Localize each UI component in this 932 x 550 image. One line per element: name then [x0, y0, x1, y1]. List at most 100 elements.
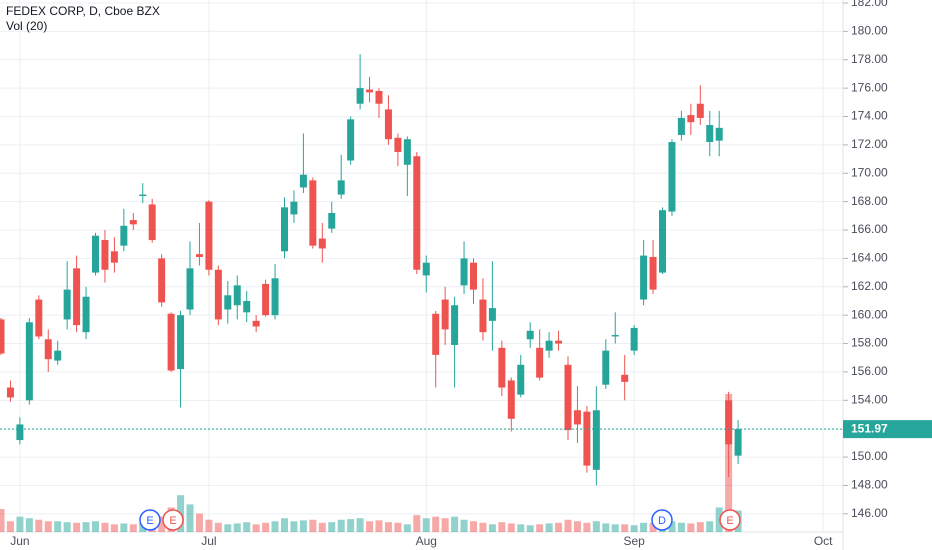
candle-body	[177, 315, 185, 370]
x-tick-label: Oct	[814, 534, 833, 548]
candle-body	[668, 142, 676, 212]
candle-body	[488, 308, 496, 321]
candle-body	[659, 210, 666, 273]
event-marker	[139, 509, 161, 531]
candle-body	[347, 119, 355, 161]
volume-bar	[498, 522, 506, 532]
x-tick-label: Jun	[10, 534, 29, 548]
volume-bar	[110, 524, 118, 532]
y-tick-label: 166.00	[851, 222, 888, 236]
y-tick-label: 168.00	[851, 194, 888, 208]
candle-body	[451, 305, 459, 345]
volume-bar	[328, 522, 336, 532]
volume-bar	[158, 516, 166, 532]
candle-body	[148, 204, 156, 240]
volume-bar	[186, 504, 194, 532]
volume-bar	[668, 521, 676, 532]
y-tick-label: 178.00	[851, 52, 888, 66]
y-tick-label: 164.00	[851, 251, 888, 265]
volume-bar	[451, 516, 459, 532]
volume-bar	[640, 522, 648, 532]
volume-bar	[6, 521, 14, 532]
candle-body	[403, 139, 411, 165]
candle-body	[384, 109, 392, 140]
volume-bar	[63, 522, 71, 532]
volume-bar	[583, 522, 591, 532]
candle-body	[564, 364, 572, 431]
candle-body	[441, 299, 449, 330]
volume-bar	[0, 509, 5, 532]
candle-body	[129, 220, 137, 225]
volume-bar	[413, 515, 421, 532]
volume-bar	[592, 521, 600, 532]
candle-body	[281, 207, 288, 252]
y-tick-label: 162.00	[851, 279, 888, 293]
volume-bar	[441, 518, 449, 532]
event-marker	[719, 509, 741, 531]
candle-body	[63, 289, 71, 320]
candle-body	[186, 268, 194, 310]
candle-body	[92, 235, 99, 273]
volume-bar	[224, 524, 232, 532]
volume-bar	[101, 522, 109, 532]
volume-bar	[488, 524, 496, 532]
candle-body	[479, 299, 487, 333]
candle-body	[224, 295, 232, 310]
candle-body	[337, 180, 345, 195]
volume-bar	[252, 524, 260, 532]
candle-body	[0, 319, 5, 354]
candle-body	[167, 313, 175, 371]
candle-body	[725, 400, 733, 445]
volume-bar	[73, 522, 81, 532]
candle-body	[715, 127, 723, 141]
candle-body	[158, 258, 166, 303]
candle-body	[649, 256, 657, 290]
candle-body	[82, 296, 90, 333]
candle-body	[328, 212, 336, 229]
volume-bar	[92, 521, 99, 532]
volume-bar	[479, 522, 487, 532]
candle-body	[120, 225, 128, 246]
candle-body	[470, 262, 477, 290]
candle-body	[621, 374, 629, 382]
candle-body	[318, 238, 326, 249]
grid	[0, 0, 843, 532]
volume-bar	[677, 522, 685, 532]
candle-body	[205, 201, 213, 270]
y-tick-label: 148.00	[851, 478, 888, 492]
volume-bar	[422, 518, 430, 532]
candle-body	[73, 268, 81, 326]
candle-body	[630, 327, 638, 351]
event-label: E	[146, 515, 153, 527]
event-label: E	[726, 515, 733, 527]
candle-body	[640, 255, 648, 300]
y-tick-label: 170.00	[851, 165, 888, 179]
volume-bar	[573, 521, 581, 532]
volume-bar	[621, 524, 629, 532]
candle-body	[356, 88, 364, 104]
candle-body	[366, 89, 374, 93]
candle-body	[545, 340, 553, 351]
candle-body	[517, 364, 525, 395]
y-tick-label: 146.00	[851, 506, 888, 520]
volume-bar	[649, 522, 657, 532]
candle-body	[299, 174, 307, 188]
candle-body	[139, 194, 147, 196]
last-price-label: 151.97	[851, 421, 888, 435]
volume-bar	[375, 520, 383, 532]
volume-bar	[44, 521, 52, 532]
candle-body	[25, 322, 33, 401]
candle-body	[573, 410, 581, 425]
y-tick-label: 154.00	[851, 392, 888, 406]
volume-bar	[564, 519, 572, 532]
volume-bar	[271, 521, 279, 532]
volume-bar	[460, 519, 468, 532]
volume-bar	[536, 524, 544, 532]
volume-bar	[299, 520, 307, 532]
x-tick-label: Sep	[623, 534, 645, 548]
candle-body	[507, 380, 515, 419]
volume-bar	[233, 523, 241, 532]
volume-bar	[507, 523, 515, 532]
